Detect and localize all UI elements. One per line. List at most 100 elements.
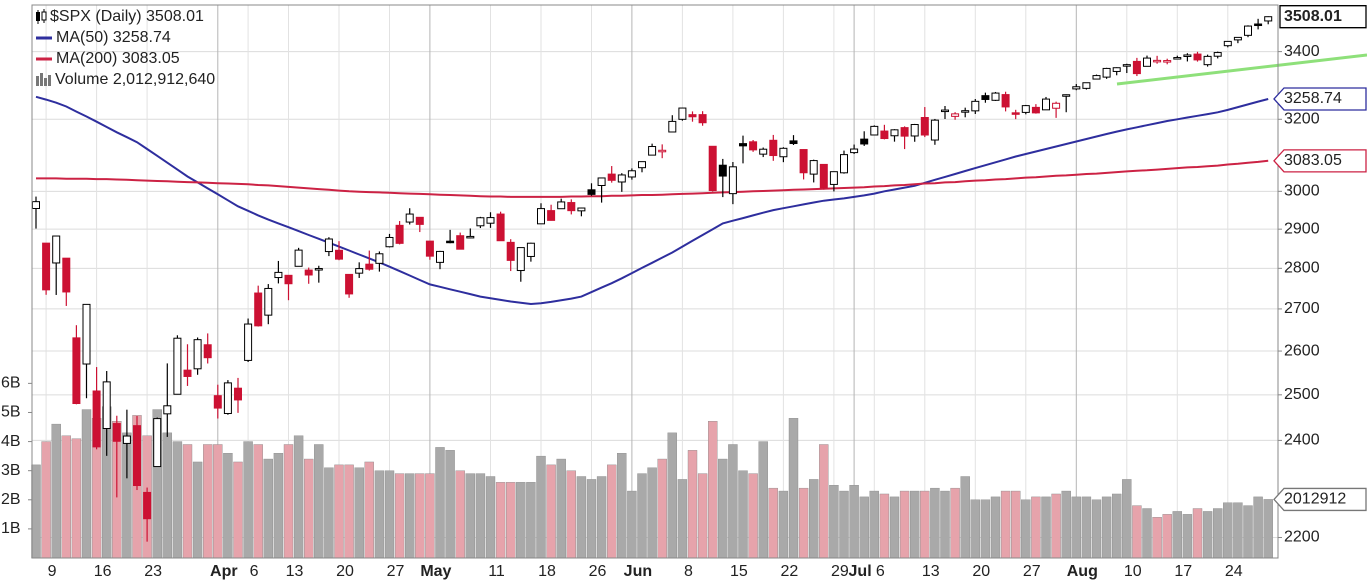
last-close: 3508.01 [146,8,204,25]
candle-body [1112,67,1121,72]
candle-body [951,113,960,117]
candle-body [1254,23,1263,27]
candle-body [284,274,293,285]
volume-bar [61,435,71,559]
candle-body [153,418,162,468]
candle-body [425,240,434,257]
value-label: 3083.05 [1284,152,1342,169]
x-tick-label: 26 [589,563,607,580]
volume-bar [405,473,415,559]
value-label: 3508.01 [1284,8,1342,25]
value-box [1273,487,1367,512]
candle-body [860,138,869,145]
candle-body [1163,60,1172,63]
x-tick-label: Jul [849,563,872,580]
volume-bar [283,444,294,559]
candle-body [1011,112,1020,115]
volume-bar [788,418,799,559]
title: $SPX (Daily) [50,8,142,25]
volume-tick-label: 1B [1,520,21,537]
ma-line [35,95,1269,306]
y-tick-label: 3200 [1284,111,1320,128]
candle-body [294,249,303,267]
volume-bar [1132,505,1142,559]
volume-bar [667,432,677,559]
volume-bar [485,476,496,559]
x-tick-label: Aug [1067,563,1098,580]
candle-body [304,269,313,276]
volume-bar [253,444,263,559]
volume-bar [1202,511,1213,559]
volume-bar [819,444,829,559]
plot-frame [31,4,1279,559]
candle-body [597,177,606,186]
candle-body [930,119,939,141]
candle-body [264,287,273,316]
volume-bar [394,473,405,559]
volume-bar [1233,502,1243,559]
candle-body [668,120,677,133]
candle-body [72,337,81,405]
candle-body [234,387,242,401]
volume-bar [162,432,173,559]
volume-bar [182,444,193,559]
candle-body [607,173,616,181]
candle-body [405,213,414,223]
x-tick-label: 8 [684,563,693,580]
volume-bar [758,441,768,559]
series-name: MA(200) [56,50,117,67]
candle-body [82,303,91,365]
candle-body [1233,36,1242,41]
candle-body [1001,94,1010,108]
value-label: 2012912 [1284,491,1346,508]
candle-body [385,236,394,248]
y-tick-label: 2500 [1284,386,1320,403]
candle-body [1173,57,1182,60]
candle-body [1122,64,1131,67]
candle-body [880,130,889,140]
volume-bar [960,476,970,559]
value-marker: 3083.05 [1273,149,1367,173]
candle-body [274,271,283,279]
x-tick-label: 23 [144,563,162,580]
candle-body [375,253,384,264]
candle-body [516,247,525,272]
candle-body [638,161,646,169]
volume-bar [950,487,960,559]
candle-body [819,163,828,189]
x-tick-label: 15 [730,563,748,580]
volume-tick-label: 6B [1,375,21,392]
volume-tick-label: 3B [1,462,21,479]
volume-bar [31,464,41,559]
candle-body [1183,54,1192,57]
candle-body [547,210,556,221]
volume-bar [273,453,284,559]
volume-bar [869,490,879,559]
candle-body [193,339,202,370]
volume-bar [1152,517,1162,559]
candle-body [476,217,485,227]
volume-bar [233,461,243,559]
volume-bar [546,464,556,559]
volume-bar [213,444,223,559]
candle-body [617,174,626,183]
candle-body [466,235,475,239]
volume-bar [71,438,82,559]
candle-body [577,207,586,212]
volume-bar [596,476,607,559]
moving-averages [35,95,1269,306]
volume-bar [1011,490,1021,559]
volume-bar [334,464,344,559]
candle-body [1203,55,1212,66]
volume-bar [1223,502,1233,559]
candle-body [496,213,505,242]
volume-bar [697,473,708,559]
volume-bar [1263,499,1273,559]
y-tick-label: 2900 [1284,220,1320,237]
x-tick-label: 16 [94,563,112,580]
volume-bar [849,485,859,559]
candle-body [1244,25,1252,36]
candle-body [1072,86,1081,90]
candle-body [587,189,596,195]
